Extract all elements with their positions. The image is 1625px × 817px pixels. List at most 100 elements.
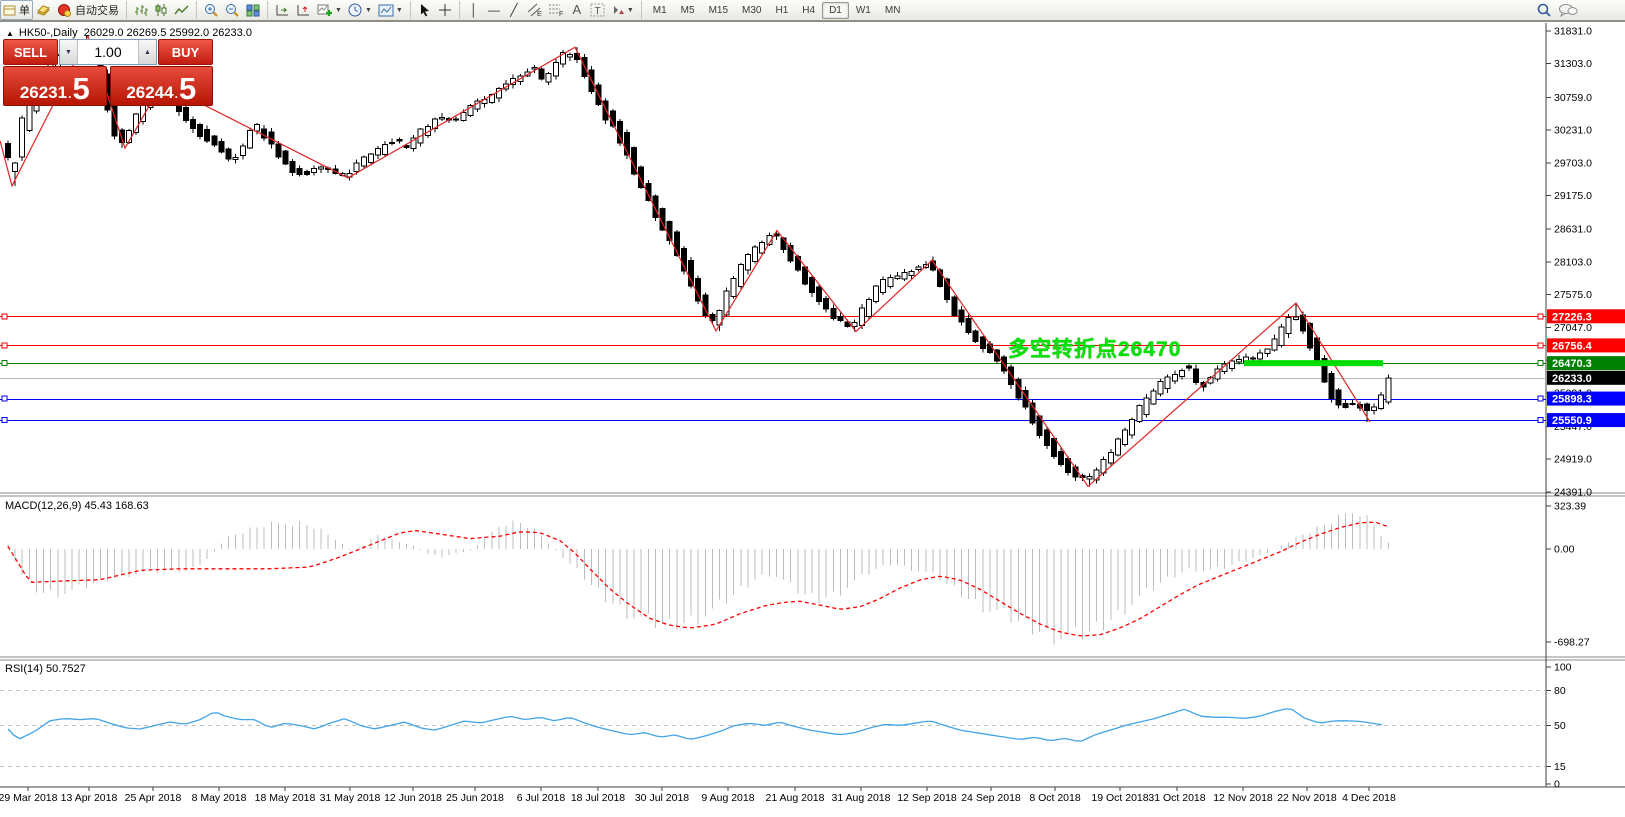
chat-bubbles-icon — [1559, 3, 1578, 17]
svg-text:25550.9: 25550.9 — [1552, 415, 1592, 427]
timeframe-button-group: M1 M5 M15 M30 H1 H4 D1 W1 MN — [646, 1, 908, 19]
svg-text:26470.3: 26470.3 — [1552, 358, 1592, 370]
svg-text:31 Aug 2018: 31 Aug 2018 — [832, 792, 891, 804]
clock-icon — [348, 3, 362, 16]
text-tool-button[interactable]: A — [567, 0, 587, 20]
crosshair-tool-button[interactable] — [435, 0, 455, 20]
templates-button[interactable]: ▼ — [375, 0, 406, 20]
collapse-triangle-icon[interactable]: ▲ — [6, 29, 14, 38]
buy-price-button[interactable]: 26244 . 5 — [109, 66, 213, 106]
chart-shift-button[interactable] — [293, 0, 314, 20]
fibonacci-icon: F — [548, 4, 563, 17]
chart-ohlc-values: 26029.0 26269.5 25992.0 26233.0 — [83, 27, 252, 39]
zoom-in-button[interactable] — [201, 0, 222, 20]
market-watch-button[interactable] — [33, 0, 54, 20]
arrow-shapes-icon — [613, 5, 624, 14]
svg-text:0.00: 0.00 — [1554, 544, 1575, 556]
svg-text:12 Sep 2018: 12 Sep 2018 — [897, 792, 957, 804]
svg-text:26756.4: 26756.4 — [1552, 340, 1593, 352]
svg-text:8 Oct 2018: 8 Oct 2018 — [1029, 792, 1081, 804]
pivot-trendline-segment[interactable] — [1244, 360, 1383, 367]
rsi-line — [7, 708, 1383, 742]
timeframe-button-M30[interactable]: M30 — [742, 4, 762, 16]
toolbar-right-group — [1533, 0, 1581, 20]
rsi-pane — [0, 689, 1546, 767]
macd-pane — [7, 513, 1389, 645]
toolbar-separator — [409, 1, 411, 19]
vertical-line-tool-button[interactable]: │ — [464, 0, 484, 20]
svg-text:30 Jul 2018: 30 Jul 2018 — [635, 792, 689, 804]
timeframe-button-W1[interactable]: W1 — [855, 4, 871, 16]
sell-price-main: 26231 — [19, 83, 68, 102]
search-button[interactable] — [1533, 0, 1555, 20]
horizontal-line-tool-button[interactable]: — — [484, 0, 504, 20]
channel-tool-button[interactable]: E — [524, 0, 545, 20]
svg-text:8 May 2018: 8 May 2018 — [192, 792, 247, 804]
svg-text:18 May 2018: 18 May 2018 — [255, 792, 316, 804]
svg-text:6 Jul 2018: 6 Jul 2018 — [517, 792, 566, 804]
line-handles[interactable] — [1, 313, 1544, 424]
zoom-out-button[interactable] — [222, 0, 243, 20]
chat-button[interactable] — [1555, 0, 1581, 20]
svg-text:E: E — [537, 11, 542, 17]
new-order-button[interactable]: 单 — [0, 0, 33, 20]
auto-scroll-button[interactable] — [272, 0, 293, 20]
vertical-line-icon: │ — [470, 3, 478, 17]
toolbar-separator — [458, 1, 460, 19]
fibonacci-tool-button[interactable]: F — [545, 0, 567, 20]
indicators-button[interactable]: ▼ — [314, 0, 345, 20]
volume-increase-button[interactable]: ▲ — [138, 40, 156, 64]
timeframe-button-M1[interactable]: M1 — [652, 4, 667, 16]
svg-text:28631.0: 28631.0 — [1554, 224, 1592, 236]
line-chart-icon — [174, 4, 189, 14]
sell-price-dot: . — [68, 87, 72, 101]
timeframe-button-H4[interactable]: H4 — [802, 4, 816, 16]
buy-price-big-digit: 5 — [178, 71, 197, 106]
indicators-dropdown-caret: ▼ — [335, 6, 342, 14]
timeframe-button-MN[interactable]: MN — [884, 4, 901, 16]
text-label-icon: T — [590, 3, 605, 17]
arrows-tool-button[interactable]: ▼ — [608, 0, 637, 20]
label-tool-button[interactable]: T — [587, 0, 608, 20]
sell-button[interactable]: SELL — [3, 39, 58, 65]
cursor-tool-button[interactable] — [415, 0, 435, 20]
svg-text:4 Dec 2018: 4 Dec 2018 — [1342, 792, 1396, 804]
volume-input[interactable]: 1.00 — [94, 44, 122, 60]
tile-windows-button[interactable] — [243, 0, 263, 20]
svg-text:24391.0: 24391.0 — [1554, 486, 1592, 498]
volume-decrease-button[interactable]: ▼ — [60, 40, 78, 64]
pivot-annotation-text[interactable]: 多空转折点26470 — [1008, 338, 1182, 361]
periods-button[interactable]: ▼ — [345, 0, 375, 20]
text-tool-icon: A — [572, 2, 582, 17]
svg-text:27226.3: 27226.3 — [1552, 311, 1592, 323]
svg-text:F: F — [559, 11, 563, 17]
crosshair-icon — [438, 4, 451, 16]
timeframe-button-D1[interactable]: D1 — [822, 1, 849, 19]
cursor-arrow-icon — [421, 4, 430, 17]
toolbar-separator — [267, 1, 268, 19]
svg-text:30231.0: 30231.0 — [1554, 125, 1592, 137]
chart-symbol-period: HK50-,Daily — [18, 27, 78, 39]
candle-chart-mode-button[interactable] — [151, 0, 171, 20]
svg-text:30759.0: 30759.0 — [1554, 92, 1592, 104]
svg-text:19 Oct 2018: 19 Oct 2018 — [1091, 792, 1148, 804]
timeframe-button-M5[interactable]: M5 — [680, 4, 695, 16]
svg-text:27047.0: 27047.0 — [1554, 322, 1592, 334]
sell-price-button[interactable]: 26231 . 5 — [3, 66, 107, 106]
zoom-out-icon — [226, 3, 239, 17]
svg-text:24919.0: 24919.0 — [1554, 454, 1592, 466]
svg-text:13 Apr 2018: 13 Apr 2018 — [61, 792, 118, 804]
line-chart-mode-button[interactable] — [171, 0, 192, 20]
trendline-tool-button[interactable]: ╱ — [504, 0, 524, 20]
svg-text:15: 15 — [1554, 761, 1566, 773]
buy-button[interactable]: BUY — [158, 39, 213, 65]
timeframe-button-H1[interactable]: H1 — [775, 4, 789, 16]
svg-text:31 Oct 2018: 31 Oct 2018 — [1148, 792, 1205, 804]
autotrading-button[interactable]: 自动交易 — [54, 0, 122, 20]
timeframe-button-M15[interactable]: M15 — [708, 4, 729, 16]
bar-chart-mode-button[interactable] — [131, 0, 151, 20]
chart-title: ▲ HK50-,Daily 26029.0 26269.5 25992.0 262… — [6, 27, 252, 39]
